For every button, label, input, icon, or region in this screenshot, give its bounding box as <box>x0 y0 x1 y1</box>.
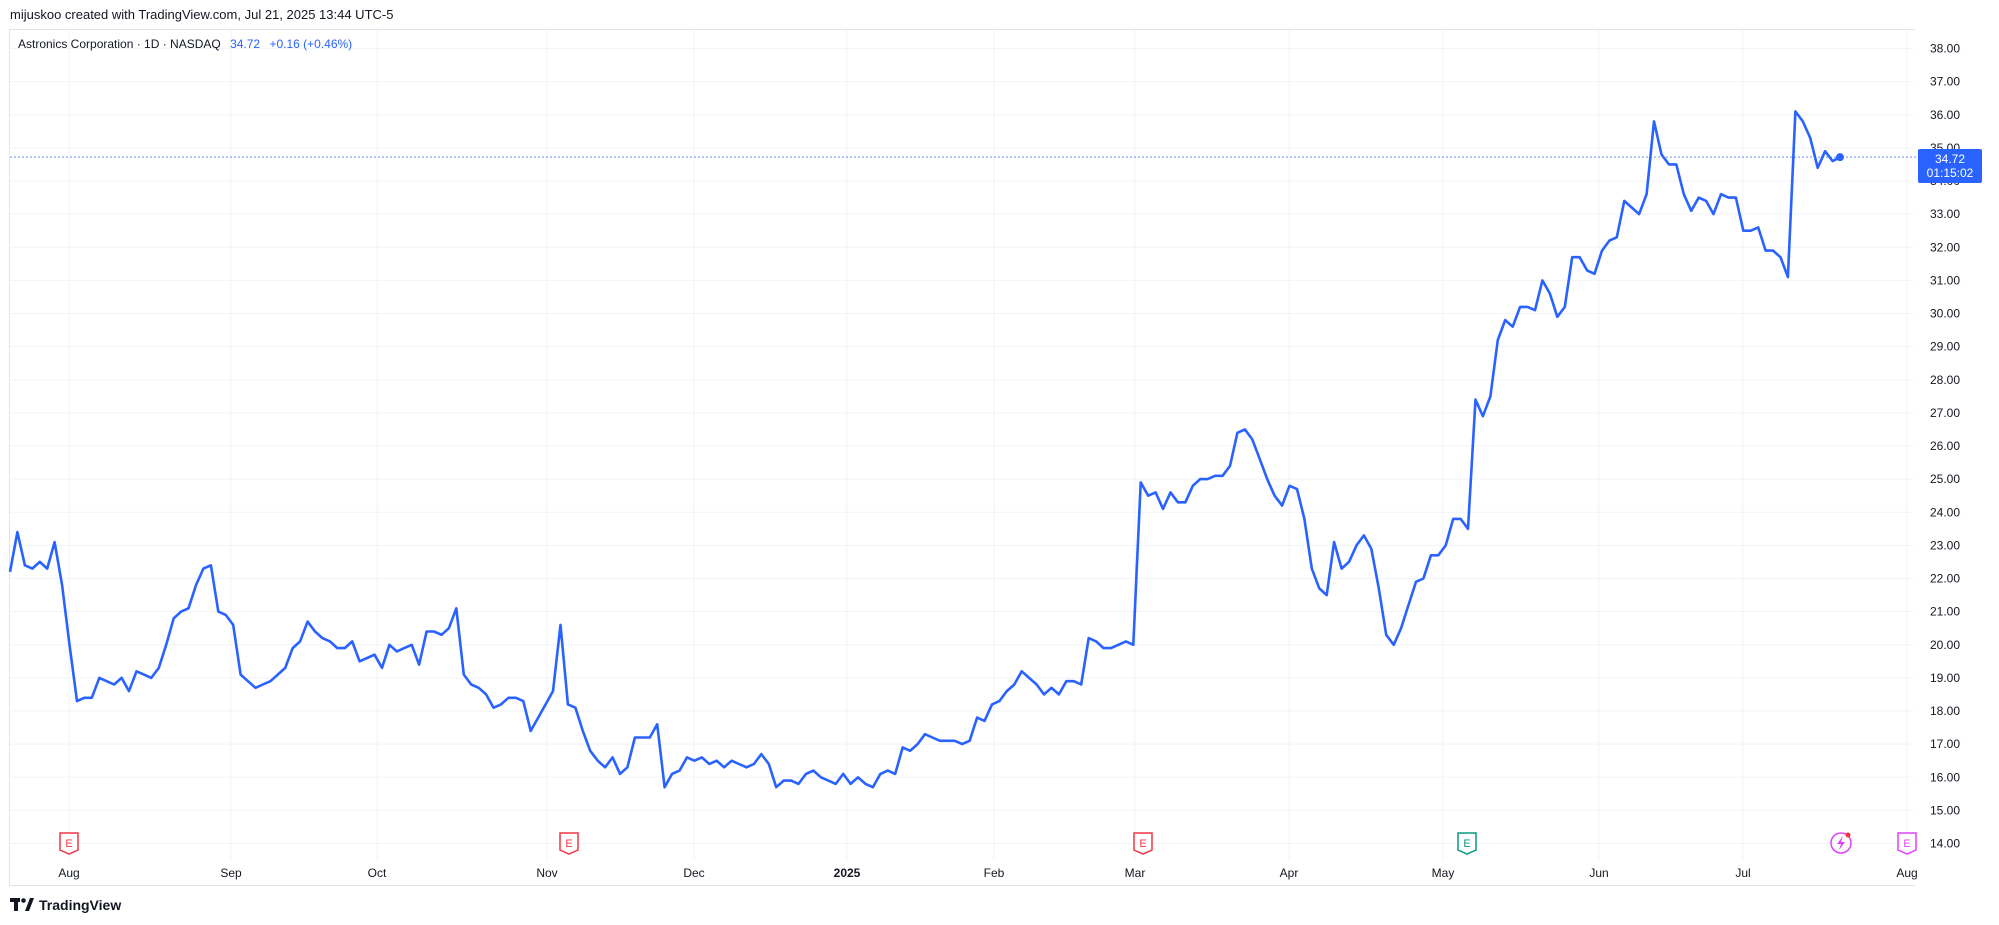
y-tick-label: 16.00 <box>1930 770 1960 784</box>
x-tick-label: Oct <box>368 866 387 880</box>
x-tick-label: 2025 <box>834 866 861 880</box>
earnings-label: E <box>65 838 72 850</box>
earnings-label: E <box>1903 838 1910 850</box>
lightning-icon <box>1837 836 1845 850</box>
y-tick-label: 38.00 <box>1930 42 1960 56</box>
grid-lines <box>10 30 1913 860</box>
y-tick-label: 23.00 <box>1930 538 1960 552</box>
chart-legend[interactable]: Astronics Corporation · 1D · NASDAQ 34.7… <box>18 37 352 51</box>
last-price-value: 34.72 <box>1935 152 1965 166</box>
y-tick-label: 33.00 <box>1930 207 1960 221</box>
y-tick-label: 26.00 <box>1930 439 1960 453</box>
x-tick-label: Nov <box>536 866 557 880</box>
x-tick-label: Jun <box>1589 866 1608 880</box>
event-icon-dividend[interactable] <box>1830 832 1852 854</box>
y-tick-label: 20.00 <box>1930 638 1960 652</box>
legend-last-price: 34.72 <box>230 37 261 51</box>
earnings-label: E <box>1463 838 1470 850</box>
y-tick-label: 31.00 <box>1930 273 1960 287</box>
tradingview-brand-text: TradingView <box>39 897 122 913</box>
earnings-event-marker[interactable]: E <box>1897 832 1917 855</box>
y-tick-label: 15.00 <box>1930 803 1960 817</box>
tradingview-logo[interactable]: TradingView <box>10 897 121 913</box>
x-tick-label: Aug <box>1896 866 1917 880</box>
x-tick-label: May <box>1432 866 1455 880</box>
y-tick-label: 17.00 <box>1930 737 1960 751</box>
legend-change: +0.16 (+0.46%) <box>269 37 353 51</box>
chart-attribution: mijuskoo created with TradingView.com, J… <box>10 7 394 22</box>
chart-frame <box>9 29 1915 886</box>
tradingview-logo-icon <box>10 898 34 911</box>
y-tick-label: 28.00 <box>1930 373 1960 387</box>
last-price-tag: 34.72 01:15:02 <box>1918 149 1982 183</box>
y-tick-label: 36.00 <box>1930 108 1960 122</box>
earnings-event-marker[interactable]: E <box>1457 832 1477 855</box>
earnings-label: E <box>565 838 572 850</box>
earnings-label: E <box>1139 838 1146 850</box>
y-tick-label: 30.00 <box>1930 307 1960 321</box>
y-tick-label: 18.00 <box>1930 704 1960 718</box>
last-price-dot <box>1836 153 1844 162</box>
x-tick-label: Jul <box>1735 866 1750 880</box>
symbol-title[interactable]: Astronics Corporation · 1D · NASDAQ <box>18 37 221 51</box>
x-tick-label: Feb <box>984 866 1005 880</box>
y-tick-label: 32.00 <box>1930 240 1960 254</box>
x-tick-label: Sep <box>220 866 242 880</box>
y-tick-label: 22.00 <box>1930 572 1960 586</box>
earnings-event-marker[interactable]: E <box>59 832 79 855</box>
x-tick-label: Mar <box>1125 866 1146 880</box>
price-series-line <box>8 110 1841 789</box>
earnings-event-marker[interactable]: E <box>1133 832 1153 855</box>
y-tick-label: 24.00 <box>1930 505 1960 519</box>
bar-countdown: 01:15:02 <box>1927 166 1974 180</box>
y-tick-label: 37.00 <box>1930 75 1960 89</box>
x-tick-label: Dec <box>683 866 704 880</box>
x-tick-label: Apr <box>1280 866 1299 880</box>
y-tick-label: 14.00 <box>1930 837 1960 851</box>
y-tick-label: 19.00 <box>1930 671 1960 685</box>
x-axis[interactable]: Aug Sep Oct Nov Dec 2025 Feb Mar Apr May Jun Jul Aug <box>58 866 1917 880</box>
y-tick-label: 29.00 <box>1930 340 1960 354</box>
x-tick-label: Aug <box>58 866 79 880</box>
y-tick-label: 25.00 <box>1930 472 1960 486</box>
y-tick-label: 27.00 <box>1930 406 1960 420</box>
earnings-event-marker[interactable]: E <box>559 832 579 855</box>
y-tick-label: 21.00 <box>1930 605 1960 619</box>
